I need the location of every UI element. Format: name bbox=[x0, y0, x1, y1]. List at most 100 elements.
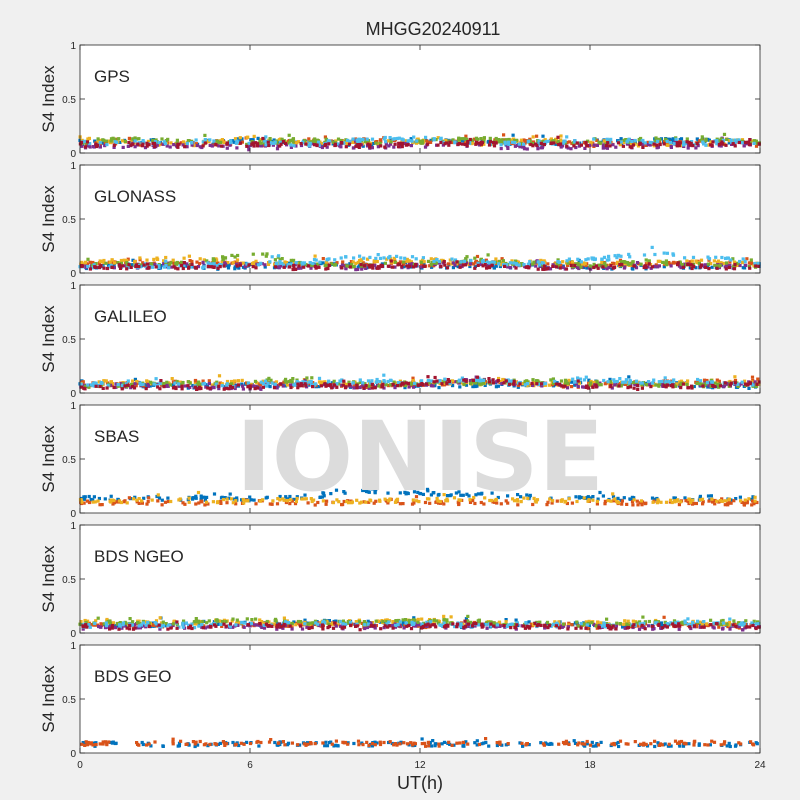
s4-point bbox=[382, 137, 386, 141]
s4-point bbox=[404, 143, 408, 147]
s4-point bbox=[464, 383, 469, 387]
s4-point bbox=[115, 621, 119, 626]
s4-point bbox=[375, 259, 379, 264]
s4-point bbox=[460, 381, 464, 385]
s4-point bbox=[647, 259, 651, 263]
s4-point bbox=[310, 376, 314, 380]
s4-point bbox=[156, 385, 160, 389]
s4-point bbox=[312, 383, 316, 387]
s4-point bbox=[596, 497, 600, 501]
s4-point bbox=[477, 141, 481, 145]
s4-point bbox=[705, 380, 710, 385]
s4-point bbox=[142, 263, 146, 267]
s4-point bbox=[372, 501, 376, 505]
s4-point bbox=[547, 383, 552, 387]
s4-point bbox=[383, 497, 387, 501]
s4-point bbox=[295, 496, 299, 501]
s4-point bbox=[352, 386, 356, 390]
s4-point bbox=[445, 381, 449, 385]
s4-point bbox=[185, 145, 189, 149]
s4-point bbox=[231, 625, 235, 629]
s4-point bbox=[83, 384, 87, 388]
s4-point bbox=[113, 624, 117, 628]
s4-point bbox=[240, 378, 244, 382]
s4-point bbox=[98, 145, 102, 149]
s4-point bbox=[644, 501, 648, 505]
s4-point bbox=[298, 261, 302, 265]
s4-point bbox=[270, 381, 274, 385]
s4-point bbox=[626, 262, 630, 266]
s4-point bbox=[521, 381, 525, 386]
s4-point bbox=[691, 144, 695, 148]
s4-point bbox=[276, 144, 280, 148]
s4-point bbox=[229, 139, 233, 143]
s4-point bbox=[121, 139, 125, 143]
s4-point bbox=[595, 502, 599, 506]
s4-point bbox=[564, 381, 568, 385]
s4-point bbox=[749, 258, 753, 262]
s4-point bbox=[531, 262, 535, 266]
s4-point bbox=[370, 382, 374, 386]
s4-point bbox=[313, 140, 317, 144]
s4-point bbox=[384, 142, 388, 146]
s4-point bbox=[117, 499, 122, 503]
s4-point bbox=[140, 501, 144, 505]
s4-point bbox=[750, 503, 754, 507]
s4-point bbox=[247, 145, 251, 149]
s4-point bbox=[590, 256, 594, 260]
s4-point bbox=[472, 262, 476, 266]
s4-point bbox=[149, 380, 153, 384]
s4-point bbox=[101, 141, 105, 145]
s4-point bbox=[487, 377, 491, 381]
s4-point bbox=[410, 139, 414, 143]
s4-point bbox=[595, 499, 599, 503]
s4-point bbox=[360, 500, 364, 504]
s4-point bbox=[691, 255, 696, 259]
s4-point bbox=[136, 142, 140, 146]
s4-point bbox=[242, 501, 246, 505]
s4-point bbox=[749, 623, 753, 627]
s4-point bbox=[216, 261, 220, 265]
s4-point bbox=[240, 137, 244, 141]
s4-point bbox=[292, 383, 296, 387]
s4-point bbox=[506, 501, 510, 505]
s4-point bbox=[532, 260, 536, 264]
s4-point bbox=[530, 381, 534, 385]
s4-point bbox=[602, 255, 607, 259]
s4-point bbox=[574, 382, 578, 386]
s4-point bbox=[690, 140, 694, 144]
s4-point bbox=[421, 258, 425, 262]
s4-point bbox=[727, 621, 732, 625]
s4-point bbox=[621, 380, 625, 384]
s4-point bbox=[227, 496, 231, 500]
s4-point bbox=[485, 263, 489, 268]
s4-point bbox=[462, 378, 466, 382]
s4-point bbox=[261, 382, 265, 386]
s4-point bbox=[584, 263, 588, 268]
s4-point bbox=[341, 502, 345, 507]
s4-point bbox=[240, 382, 244, 386]
s4-point bbox=[160, 498, 164, 502]
s4-point bbox=[299, 142, 303, 146]
s4-point bbox=[275, 502, 280, 506]
s4-point bbox=[663, 376, 667, 380]
s4-point bbox=[420, 379, 424, 383]
s4-point bbox=[601, 265, 605, 269]
s4-point bbox=[723, 265, 727, 269]
s4-point bbox=[381, 620, 385, 624]
s4-point bbox=[322, 494, 326, 498]
s4-point bbox=[409, 137, 413, 141]
s4-point bbox=[695, 381, 699, 386]
s4-point bbox=[731, 382, 735, 386]
s4-point bbox=[736, 263, 740, 267]
s4-point bbox=[388, 383, 392, 387]
s4-point bbox=[543, 626, 547, 630]
s4-point bbox=[126, 379, 130, 383]
s4-point bbox=[280, 257, 284, 261]
s4-point bbox=[491, 381, 495, 385]
s4-point bbox=[558, 266, 562, 270]
s4-point bbox=[757, 380, 761, 384]
s4-point bbox=[483, 383, 487, 387]
s4-point bbox=[389, 140, 393, 144]
s4-point bbox=[612, 265, 616, 270]
